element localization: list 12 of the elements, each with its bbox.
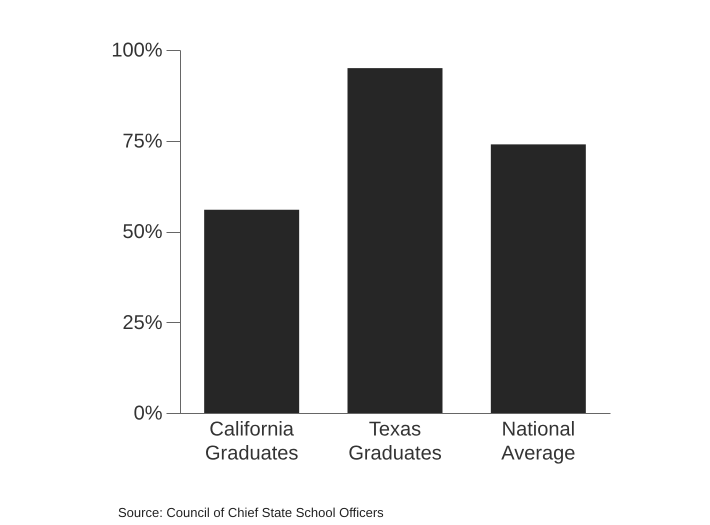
- bar: [204, 210, 300, 413]
- y-tick-label: 75%: [122, 130, 163, 152]
- y-tick-label: 0%: [134, 402, 163, 424]
- y-tick-label: 100%: [111, 40, 163, 62]
- source-note: Source: Council of Chief State School Officers: [118, 505, 384, 520]
- bar: [490, 144, 586, 413]
- y-tick-label: 50%: [122, 221, 163, 243]
- x-tick-label: California Graduates: [204, 418, 298, 464]
- x-tick-label: National Average: [501, 418, 576, 464]
- x-tick-label: Texas Graduates: [348, 418, 442, 464]
- y-tick-label: 25%: [122, 312, 163, 334]
- bar: [348, 68, 442, 413]
